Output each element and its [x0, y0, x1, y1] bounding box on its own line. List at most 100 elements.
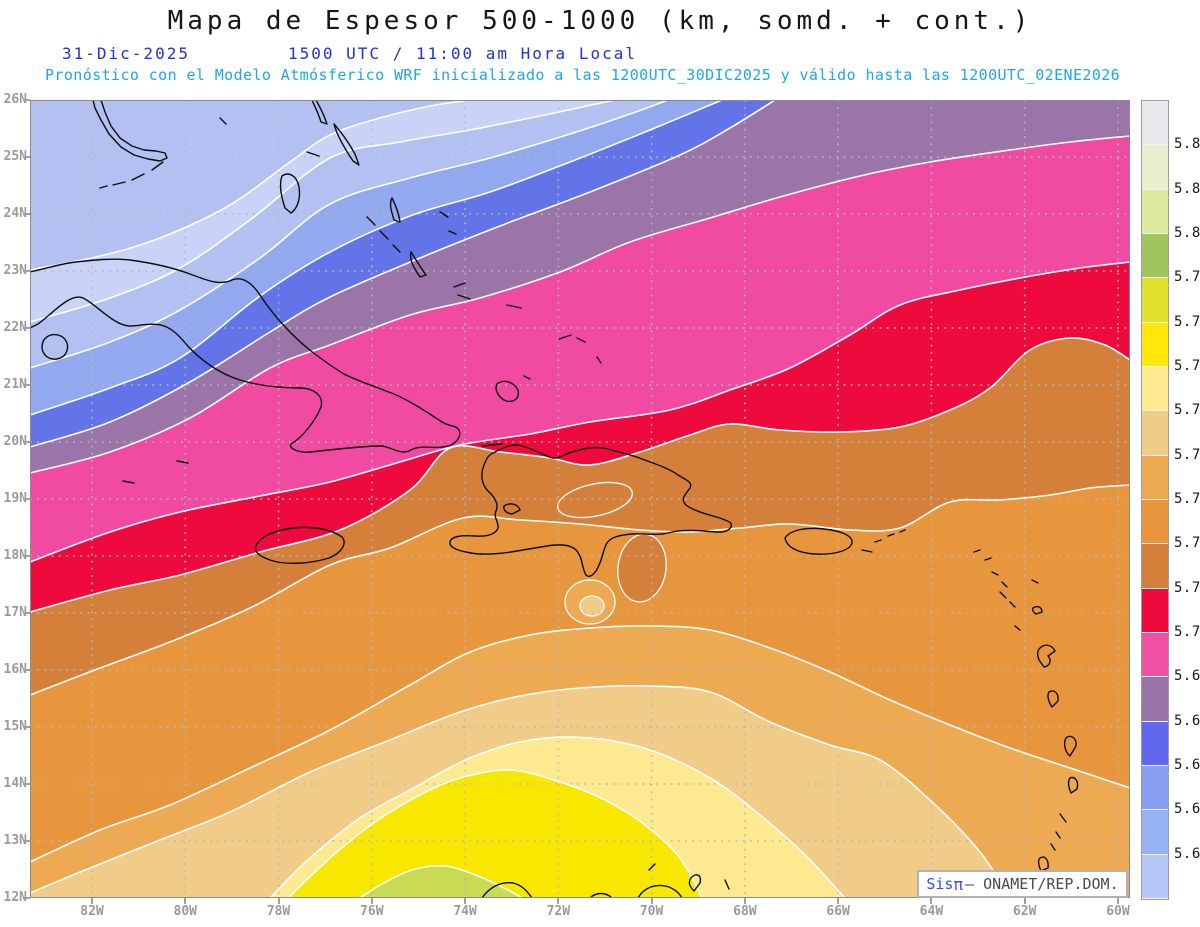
colorbar-label-5.64: 5.64 [1174, 845, 1200, 862]
coastline-13 [506, 304, 522, 309]
coastline-7 [366, 216, 401, 253]
coastline-42 [724, 879, 730, 890]
coastline-29 [999, 591, 1016, 608]
coastline-14 [495, 380, 520, 403]
contour-line-12 [287, 769, 703, 898]
attribution-org: – ONAMET/REP.DOM. [965, 875, 1119, 893]
lon-tick-82W [91, 898, 93, 904]
lat-tick-15N [23, 726, 30, 728]
forecast-model-line: Pronóstico con el Modelo Atmósferico WRF… [45, 66, 1121, 84]
lat-label-15N: 15N [3, 719, 27, 734]
lat-tick-12N [23, 897, 30, 899]
lat-tick-20N [23, 441, 30, 443]
colorbar-label-5.652: 5.652 [1174, 801, 1200, 818]
colorbar-label-5.688: 5.688 [1174, 668, 1200, 685]
coastline-32 [1014, 625, 1021, 631]
colorbar-label-5.76: 5.76 [1174, 402, 1200, 419]
colorbar-label-5.7: 5.7 [1174, 624, 1200, 640]
colorbar-segment-15 [1142, 765, 1168, 811]
lat-label-18N: 18N [3, 548, 27, 563]
contour-line-11 [269, 736, 846, 898]
colorbar-segment-2 [1142, 189, 1168, 234]
lon-label-60W: 60W [1106, 904, 1130, 919]
contour-line-3 [30, 100, 723, 416]
lat-tick-19N [23, 498, 30, 500]
lat-label-26N: 26N [3, 92, 27, 107]
colorbar-segment-4 [1142, 278, 1168, 323]
coastline-2 [219, 117, 227, 125]
contour-line-9 [30, 625, 1130, 863]
colorbar [1141, 100, 1169, 900]
coastline-22 [449, 444, 733, 577]
coastline-0 [92, 100, 168, 162]
coastline-27 [874, 529, 906, 543]
contour-line-13 [359, 864, 523, 898]
lat-tick-26N [23, 99, 30, 101]
lat-label-19N: 19N [3, 491, 27, 506]
colorbar-label-5.819: 5.819 [1174, 180, 1200, 197]
colorbar-segment-9 [1142, 499, 1168, 545]
colorbar-label-5.807: 5.807 [1174, 225, 1200, 241]
pi-logo-icon: π [953, 874, 964, 894]
colorbar-segment-10 [1142, 544, 1168, 589]
colorbar-label-5.712: 5.712 [1174, 579, 1200, 596]
lon-label-70W: 70W [639, 904, 664, 919]
coastline-45 [589, 892, 613, 898]
coastline-33 [1036, 644, 1056, 668]
lon-tick-80W [184, 898, 187, 904]
lat-label-22N: 22N [3, 320, 27, 335]
contour-line-5 [30, 135, 1130, 474]
lon-label-64W: 64W [919, 904, 944, 919]
coastline-37 [1059, 813, 1067, 823]
lon-tick-78W [277, 898, 280, 904]
contour-line-10 [30, 684, 1011, 898]
coastline-20 [122, 460, 189, 484]
lat-label-13N: 13N [3, 833, 27, 848]
band-fill-14 [360, 865, 522, 898]
colorbar-segment-14 [1142, 721, 1168, 766]
colorbar-segment-11 [1142, 588, 1168, 633]
lon-tick-60W [1116, 898, 1119, 904]
lon-tick-64W [930, 898, 933, 904]
coastline-26 [861, 549, 873, 553]
lon-label-72W: 72W [546, 904, 571, 919]
lon-tick-66W [837, 898, 840, 904]
anomaly-blob-0 [557, 481, 633, 519]
colorbar-label-5.676: 5.676 [1174, 712, 1200, 729]
colorbar-segment-5 [1142, 322, 1168, 367]
colorbar-segment-1 [1142, 145, 1168, 190]
coastline-38 [1050, 831, 1061, 851]
colorbar-label-5.724: 5.724 [1174, 535, 1200, 552]
coastline-6 [279, 173, 301, 214]
colorbar-segment-6 [1142, 366, 1168, 412]
coastline-41 [688, 874, 702, 892]
lat-tick-22N [23, 327, 30, 329]
coastline-25 [784, 527, 853, 555]
colorbar-label-5.748: 5.748 [1174, 446, 1200, 463]
lat-label-24N: 24N [3, 206, 27, 221]
lat-label-20N: 20N [3, 434, 27, 449]
lat-label-25N: 25N [3, 149, 27, 164]
coastline-12 [453, 282, 471, 300]
contour-line-2 [30, 100, 669, 369]
colorbar-label-5.664: 5.664 [1174, 757, 1200, 773]
coastline-1 [99, 161, 164, 189]
coastline-18 [30, 258, 461, 453]
colorbar-label-5.772: 5.772 [1174, 358, 1200, 374]
map-frame [30, 100, 1130, 898]
coastline-8 [389, 197, 401, 223]
colorbar-segment-16 [1142, 810, 1168, 855]
anomaly-blob-3 [579, 595, 605, 617]
lat-tick-13N [23, 840, 30, 842]
colorbar-segment-7 [1142, 411, 1168, 456]
contour-line-8 [30, 484, 1130, 696]
coastline-23 [503, 503, 521, 515]
coastline-3 [311, 100, 328, 125]
contour-line-6 [30, 261, 1130, 563]
colorbar-segment-12 [1142, 632, 1168, 678]
lat-label-17N: 17N [3, 605, 27, 620]
lat-tick-25N [23, 156, 30, 158]
coastline-28 [973, 549, 1008, 588]
colorbar-label-5.783: 5.783 [1174, 313, 1200, 330]
